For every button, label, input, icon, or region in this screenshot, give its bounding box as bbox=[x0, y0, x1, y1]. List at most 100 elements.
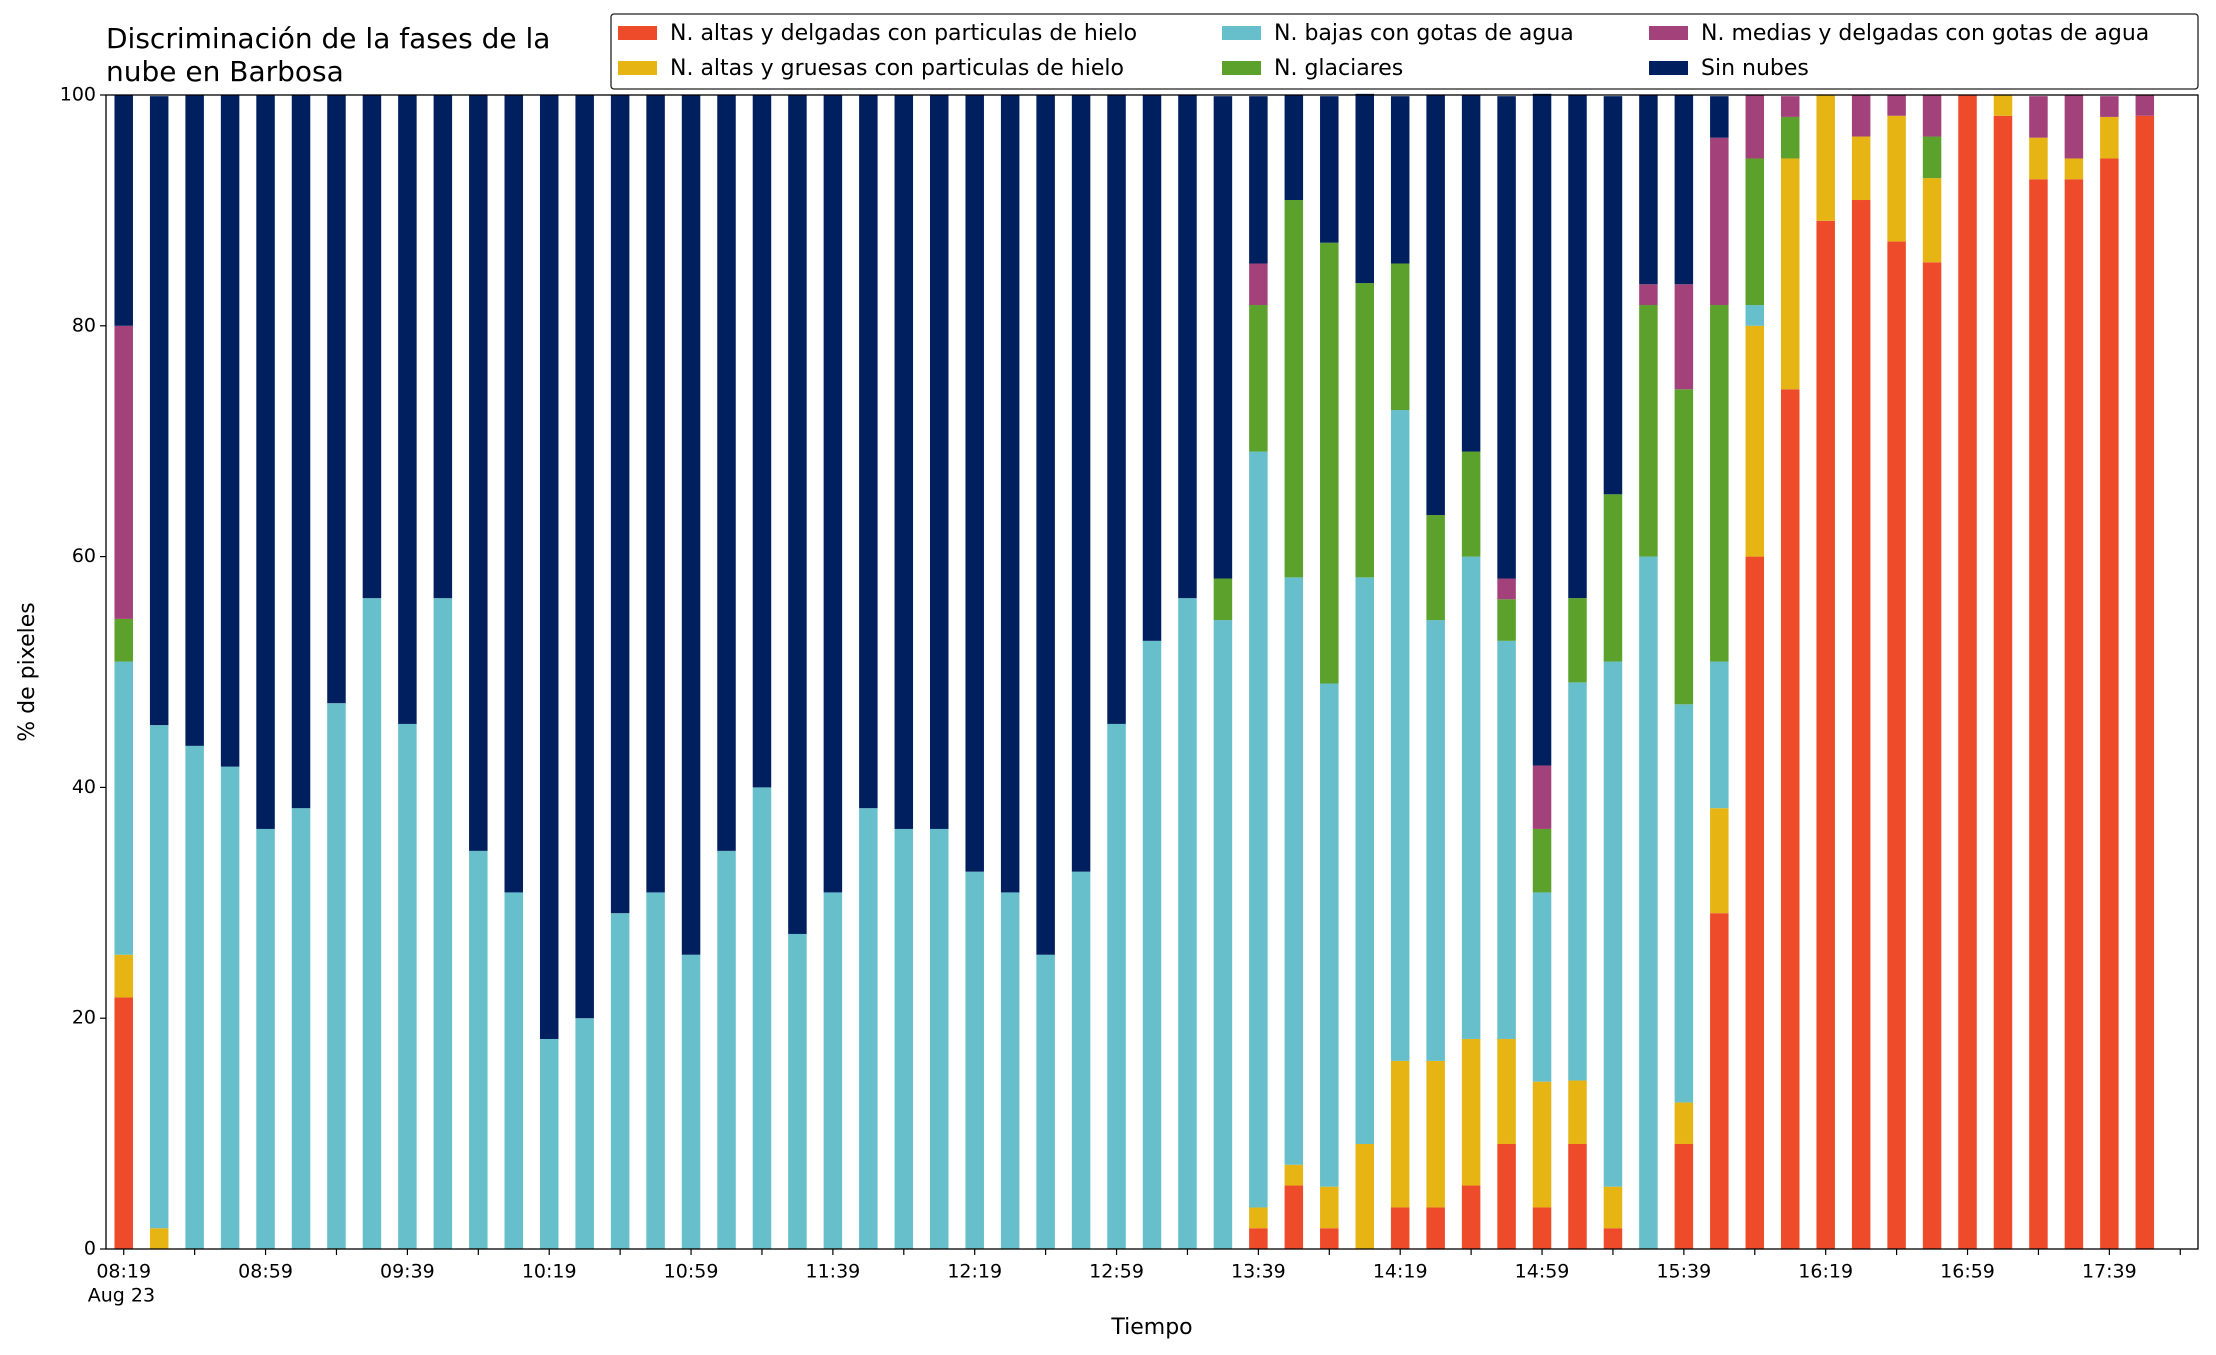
bar-segment bbox=[1710, 305, 1729, 662]
bar-segment bbox=[1780, 96, 1800, 117]
bar-segment bbox=[1958, 95, 1977, 1249]
bar-segment bbox=[2029, 179, 2048, 1250]
bar-segment bbox=[1178, 95, 1197, 599]
bar-segment bbox=[398, 95, 417, 724]
bar-segment bbox=[185, 745, 204, 1249]
bar-segment bbox=[1107, 95, 1126, 724]
bar-segment bbox=[1284, 1185, 1304, 1249]
y-tick-label: 20 bbox=[72, 1007, 96, 1029]
bar-segment bbox=[1532, 892, 1552, 1082]
bar-segment bbox=[1922, 178, 1942, 263]
bar-segment bbox=[1674, 284, 1694, 390]
bar-segment bbox=[717, 850, 736, 1249]
bar-segment bbox=[752, 95, 772, 788]
bar-segment bbox=[1249, 96, 1268, 264]
bar-segment bbox=[1142, 95, 1162, 641]
bar-segment bbox=[1710, 808, 1729, 914]
y-tick-label: 0 bbox=[84, 1238, 96, 1260]
bar-segment bbox=[220, 95, 240, 767]
bar-segment bbox=[965, 871, 984, 1249]
bar-segment bbox=[1532, 1207, 1552, 1249]
bar-segment bbox=[1887, 115, 1906, 242]
bar-segment bbox=[1249, 1228, 1268, 1249]
bar-segment bbox=[1851, 200, 1871, 1249]
bar-segment bbox=[1674, 1143, 1694, 1249]
bar-segment bbox=[433, 598, 453, 1249]
bar-segment bbox=[1107, 723, 1126, 1249]
y-tick-label: 60 bbox=[72, 545, 96, 567]
x-tick-label: 17:39 bbox=[2082, 1261, 2137, 1283]
bar-segment bbox=[256, 828, 275, 1249]
bar-segment bbox=[1674, 704, 1694, 1103]
bar-segment bbox=[1568, 95, 1587, 599]
bar-segment bbox=[1320, 96, 1339, 243]
bar-segment bbox=[2100, 96, 2119, 117]
bar-segment bbox=[894, 828, 914, 1249]
bar-segment bbox=[114, 661, 133, 955]
bar-segment bbox=[1213, 96, 1233, 579]
bar-segment bbox=[1816, 95, 1835, 221]
legend-label: N. medias y delgadas con gotas de agua bbox=[1701, 21, 2149, 46]
bar-segment bbox=[1568, 598, 1587, 683]
bar-segment bbox=[681, 954, 701, 1249]
bar-segment bbox=[1639, 95, 1658, 285]
bar-segment bbox=[1922, 136, 1942, 179]
bar-segment bbox=[1320, 242, 1339, 684]
bar-segment bbox=[2064, 158, 2084, 180]
bar-segment bbox=[1426, 1207, 1445, 1249]
x-tick-label: 08:19 bbox=[96, 1261, 151, 1283]
bar-segment bbox=[717, 95, 736, 851]
bar-segment bbox=[646, 95, 665, 893]
bar-segment bbox=[1639, 556, 1658, 1249]
bar-segment bbox=[859, 95, 878, 809]
x-tick-label: 16:59 bbox=[1940, 1261, 1995, 1283]
bar-segment bbox=[1851, 95, 1871, 137]
legend-label: N. altas y gruesas con particulas de hie… bbox=[670, 56, 1124, 81]
bar-segment bbox=[1000, 95, 1020, 893]
legend-label: N. altas y delgadas con particulas de hi… bbox=[670, 21, 1137, 46]
x-tick-label: 10:59 bbox=[664, 1261, 719, 1283]
legend-swatch bbox=[1649, 26, 1688, 40]
x-tick-label: 09:39 bbox=[380, 1261, 435, 1283]
bar-segment bbox=[327, 703, 346, 1249]
bar-segment bbox=[788, 95, 807, 934]
bar-segment bbox=[1497, 96, 1516, 579]
bar-segment bbox=[1320, 1186, 1339, 1229]
bar-segment bbox=[1461, 1038, 1481, 1186]
chart-title: nube en Barbosa bbox=[106, 55, 344, 88]
bar-segment bbox=[1213, 620, 1233, 1249]
bar-segment bbox=[1710, 661, 1729, 809]
bar-segment bbox=[1390, 1060, 1410, 1208]
bar-segment bbox=[1532, 765, 1552, 829]
bar-segment bbox=[1745, 556, 1765, 1249]
bar-segment bbox=[1284, 577, 1304, 1165]
bar-segment bbox=[1568, 682, 1587, 1081]
y-tick-label: 80 bbox=[72, 314, 96, 336]
legend-swatch bbox=[618, 26, 657, 40]
bar-segment bbox=[1603, 494, 1623, 662]
x-tick-label: 15:39 bbox=[1656, 1261, 1711, 1283]
bar-segment bbox=[2029, 96, 2048, 138]
bar-segment bbox=[1390, 96, 1410, 264]
legend-label: N. bajas con gotas de agua bbox=[1274, 21, 1574, 46]
x-tick-label: 08:59 bbox=[238, 1261, 293, 1283]
x-tick-label: 13:39 bbox=[1231, 1261, 1286, 1283]
bar-segment bbox=[2064, 179, 2084, 1250]
bar-segment bbox=[1780, 116, 1800, 159]
bar-segment bbox=[1426, 515, 1445, 621]
bar-segment bbox=[1284, 95, 1304, 201]
bar-segment bbox=[1390, 410, 1410, 1061]
y-tick-label: 100 bbox=[60, 84, 96, 106]
bar-segment bbox=[1036, 95, 1055, 955]
bar-segment bbox=[965, 95, 984, 872]
legend-label: N. glaciares bbox=[1274, 56, 1403, 81]
bar-segment bbox=[1710, 96, 1729, 138]
bar-segment bbox=[1568, 1143, 1587, 1249]
bar-segment bbox=[1745, 325, 1765, 557]
bar-segment bbox=[504, 95, 524, 893]
bar-segment bbox=[2135, 115, 2155, 1250]
bar-segment bbox=[681, 95, 701, 955]
bar-segment bbox=[149, 725, 169, 1229]
bar-segment bbox=[1249, 1207, 1268, 1229]
bar-segment bbox=[1532, 93, 1552, 766]
